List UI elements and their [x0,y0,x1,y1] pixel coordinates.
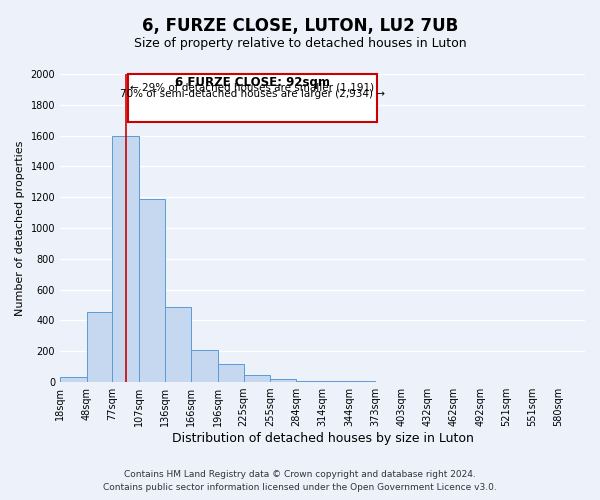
X-axis label: Distribution of detached houses by size in Luton: Distribution of detached houses by size … [172,432,473,445]
Bar [244,375,270,382]
Bar [128,74,377,122]
Text: Contains HM Land Registry data © Crown copyright and database right 2024.
Contai: Contains HM Land Registry data © Crown c… [103,470,497,492]
Text: 6, FURZE CLOSE, LUTON, LU2 7UB: 6, FURZE CLOSE, LUTON, LU2 7UB [142,18,458,36]
Bar [139,199,164,382]
Bar [112,136,139,382]
Bar [296,380,323,382]
Bar [60,376,86,382]
Bar [164,308,191,382]
Text: 6 FURZE CLOSE: 92sqm: 6 FURZE CLOSE: 92sqm [175,76,330,88]
Bar [191,350,218,382]
Text: ← 29% of detached houses are smaller (1,191): ← 29% of detached houses are smaller (1,… [130,82,374,92]
Text: Size of property relative to detached houses in Luton: Size of property relative to detached ho… [134,38,466,51]
Bar [270,379,296,382]
Bar [218,364,244,382]
Bar [86,312,112,382]
Y-axis label: Number of detached properties: Number of detached properties [15,140,25,316]
Text: 70% of semi-detached houses are larger (2,934) →: 70% of semi-detached houses are larger (… [120,90,385,100]
